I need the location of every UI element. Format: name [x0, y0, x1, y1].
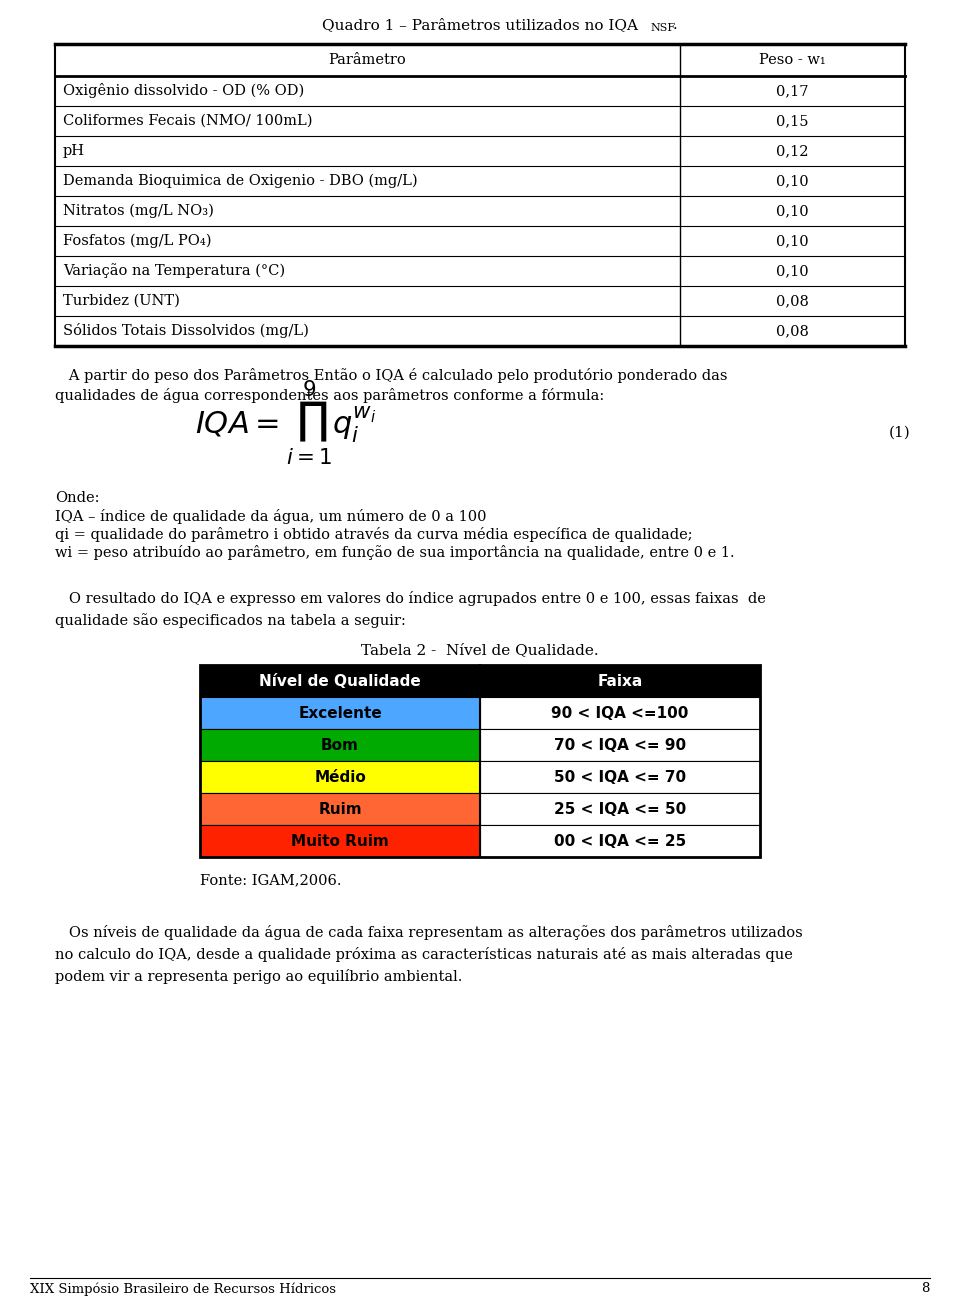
Text: wi = peso atribuído ao parâmetro, em função de sua importância na qualidade, ent: wi = peso atribuído ao parâmetro, em fun…	[55, 545, 734, 559]
Text: Excelente: Excelente	[299, 706, 382, 720]
Bar	[200, 697, 480, 729]
Bar	[480, 793, 760, 825]
Text: 90 < IQA <=100: 90 < IQA <=100	[551, 706, 688, 720]
Text: 0,10: 0,10	[777, 204, 809, 218]
Bar	[200, 665, 760, 857]
Text: qi = qualidade do parâmetro i obtido através da curva média específica de qualid: qi = qualidade do parâmetro i obtido atr…	[55, 527, 692, 542]
Text: 0,10: 0,10	[777, 234, 809, 248]
Text: .: .	[673, 18, 678, 31]
Text: 0,10: 0,10	[777, 174, 809, 188]
Text: Sólidos Totais Dissolvidos (mg/L): Sólidos Totais Dissolvidos (mg/L)	[63, 324, 309, 339]
Text: O resultado do IQA e expresso em valores do índice agrupados entre 0 e 100, essa: O resultado do IQA e expresso em valores…	[55, 591, 766, 606]
Text: (1): (1)	[888, 426, 910, 440]
Text: Turbidez (UNT): Turbidez (UNT)	[63, 294, 180, 308]
Text: no calculo do IQA, desde a qualidade próxima as características naturais até as : no calculo do IQA, desde a qualidade pró…	[55, 948, 793, 962]
Text: Coliformes Fecais (NMO/ 100mL): Coliformes Fecais (NMO/ 100mL)	[63, 114, 313, 128]
Text: Ruim: Ruim	[318, 801, 362, 817]
Bar	[200, 729, 480, 761]
Bar	[480, 697, 760, 729]
Text: 0,08: 0,08	[776, 324, 809, 339]
Text: Bom: Bom	[321, 737, 359, 753]
Text: $IQA = \prod_{i=1}^{9} q_i^{w_i}$: $IQA = \prod_{i=1}^{9} q_i^{w_i}$	[195, 379, 376, 468]
Bar	[480, 665, 760, 697]
Text: Faixa: Faixa	[597, 673, 642, 689]
Text: 00 < IQA <= 25: 00 < IQA <= 25	[554, 834, 686, 848]
Text: IQA – índice de qualidade da água, um número de 0 a 100: IQA – índice de qualidade da água, um nú…	[55, 508, 487, 524]
Text: Variação na Temperatura (°C): Variação na Temperatura (°C)	[63, 264, 285, 278]
Text: 70 < IQA <= 90: 70 < IQA <= 90	[554, 737, 686, 753]
Text: qualidades de água correspondentes aos parâmetros conforme a fórmula:: qualidades de água correspondentes aos p…	[55, 388, 604, 403]
Text: Nitratos (mg/L NO₃): Nitratos (mg/L NO₃)	[63, 204, 214, 218]
Text: Muito Ruim: Muito Ruim	[291, 834, 389, 848]
Text: qualidade são especificados na tabela a seguir:: qualidade são especificados na tabela a …	[55, 613, 406, 627]
Text: 50 < IQA <= 70: 50 < IQA <= 70	[554, 770, 686, 784]
Text: Demanda Bioquimica de Oxigenio - DBO (mg/L): Demanda Bioquimica de Oxigenio - DBO (mg…	[63, 174, 418, 188]
Text: Onde:: Onde:	[55, 491, 100, 505]
Text: Peso - w₁: Peso - w₁	[759, 54, 826, 67]
Bar	[200, 793, 480, 825]
Bar	[480, 825, 760, 857]
Text: Os níveis de qualidade da água de cada faixa representam as alterações dos parâm: Os níveis de qualidade da água de cada f…	[55, 925, 803, 940]
Text: podem vir a representa perigo ao equilíbrio ambiental.: podem vir a representa perigo ao equilíb…	[55, 968, 463, 984]
Bar	[480, 729, 760, 761]
Text: Fonte: IGAM,2006.: Fonte: IGAM,2006.	[200, 873, 342, 887]
Text: XIX Simpósio Brasileiro de Recursos Hídricos: XIX Simpósio Brasileiro de Recursos Hídr…	[30, 1282, 336, 1295]
Text: 0,15: 0,15	[777, 114, 808, 128]
Bar	[200, 665, 480, 697]
Text: 25 < IQA <= 50: 25 < IQA <= 50	[554, 801, 686, 817]
Bar	[480, 761, 760, 793]
Text: 0,08: 0,08	[776, 294, 809, 308]
Text: Oxigênio dissolvido - OD (% OD): Oxigênio dissolvido - OD (% OD)	[63, 84, 304, 98]
Text: Nível de Qualidade: Nível de Qualidade	[259, 673, 420, 689]
Text: Quadro 1 – Parâmetros utilizados no IQA: Quadro 1 – Parâmetros utilizados no IQA	[322, 18, 638, 31]
Text: Médio: Médio	[314, 770, 366, 784]
Text: Fosfatos (mg/L PO₄): Fosfatos (mg/L PO₄)	[63, 234, 211, 248]
Text: 0,10: 0,10	[777, 264, 809, 278]
Text: A partir do peso dos Parâmetros Então o IQA é calculado pelo produtório ponderad: A partir do peso dos Parâmetros Então o …	[55, 369, 728, 383]
Text: 8: 8	[922, 1282, 930, 1295]
Text: pH: pH	[63, 144, 85, 158]
Text: Tabela 2 -  Nível de Qualidade.: Tabela 2 - Nível de Qualidade.	[361, 643, 599, 657]
Bar	[200, 825, 480, 857]
Text: NSF: NSF	[650, 24, 675, 33]
Text: Parâmetro: Parâmetro	[328, 54, 406, 67]
Text: 0,12: 0,12	[777, 144, 808, 158]
Text: 0,17: 0,17	[777, 84, 808, 98]
Bar	[200, 761, 480, 793]
